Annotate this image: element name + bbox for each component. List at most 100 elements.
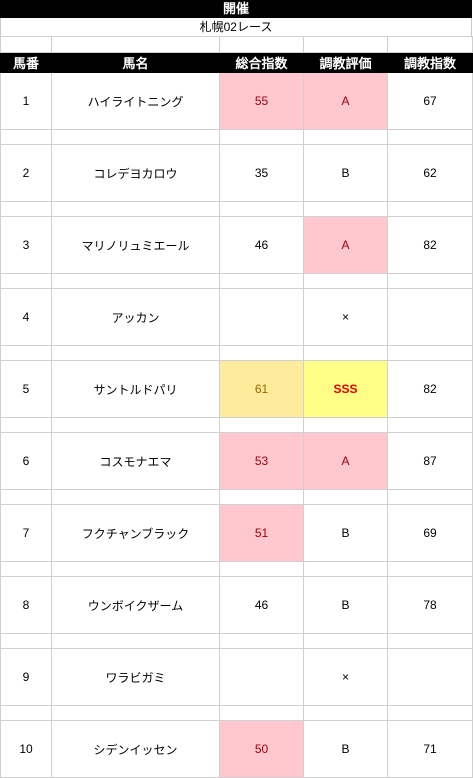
training-grade-cell[interactable]: × xyxy=(303,288,388,346)
training-index-cell[interactable]: 82 xyxy=(387,360,473,418)
table-header-row: 馬番 馬名 総合指数 調教評価 調教指数 xyxy=(0,52,473,73)
table-row: 5 サントルドパリ 61 SSS 82 xyxy=(0,360,473,418)
gap-cell xyxy=(51,273,220,289)
table-row: 2 コレデヨカロウ 35 B 62 xyxy=(0,144,473,202)
gap-cell xyxy=(219,417,304,433)
horse-name-cell[interactable]: フクチャンブラック xyxy=(51,504,220,562)
total-index-cell[interactable]: 53 xyxy=(219,432,304,490)
horse-number-cell[interactable]: 6 xyxy=(0,432,52,490)
gap-cell xyxy=(0,273,52,289)
training-index-cell[interactable]: 67 xyxy=(387,72,473,130)
gap-cell xyxy=(387,201,473,217)
row-gap xyxy=(0,561,473,577)
gap-cell xyxy=(387,345,473,361)
total-index-cell[interactable] xyxy=(219,648,304,706)
gap-cell xyxy=(303,633,388,649)
total-index-cell[interactable]: 51 xyxy=(219,504,304,562)
gap-cell xyxy=(51,417,220,433)
training-index-cell[interactable] xyxy=(387,288,473,346)
row-gap xyxy=(0,273,473,289)
horse-number-cell[interactable]: 8 xyxy=(0,576,52,634)
horse-name-cell[interactable]: コスモナエマ xyxy=(51,432,220,490)
training-grade-cell[interactable]: B xyxy=(303,720,388,778)
gap-cell xyxy=(387,561,473,577)
table-row: 7 フクチャンブラック 51 B 69 xyxy=(0,504,473,562)
table-row: 4 アッカン × xyxy=(0,288,473,346)
row-gap xyxy=(0,633,473,649)
total-index-cell[interactable] xyxy=(219,288,304,346)
horse-name-cell[interactable]: アッカン xyxy=(51,288,220,346)
gap-cell xyxy=(0,633,52,649)
gap-cell xyxy=(51,345,220,361)
gap-cell xyxy=(219,705,304,721)
training-grade-cell[interactable]: A xyxy=(303,216,388,274)
gap-cell xyxy=(51,489,220,505)
gap-cell xyxy=(219,561,304,577)
gap-cell xyxy=(303,705,388,721)
horse-number-cell[interactable]: 1 xyxy=(0,72,52,130)
gap-cell xyxy=(387,705,473,721)
horse-name-cell[interactable]: マリノリュミエール xyxy=(51,216,220,274)
total-index-cell[interactable]: 46 xyxy=(219,576,304,634)
row-gap xyxy=(0,489,473,505)
column-header-number: 馬番 xyxy=(0,52,52,73)
gap-cell xyxy=(51,561,220,577)
gap-cell xyxy=(303,561,388,577)
gap-cell xyxy=(219,633,304,649)
training-grade-cell[interactable]: × xyxy=(303,648,388,706)
total-index-cell[interactable]: 50 xyxy=(219,720,304,778)
gap-cell xyxy=(387,417,473,433)
training-index-cell[interactable]: 69 xyxy=(387,504,473,562)
gap-cell xyxy=(219,201,304,217)
training-index-cell[interactable]: 82 xyxy=(387,216,473,274)
gap-cell xyxy=(387,129,473,145)
row-gap xyxy=(0,705,473,721)
training-grade-cell[interactable]: A xyxy=(303,72,388,130)
training-index-cell[interactable] xyxy=(387,648,473,706)
horse-number-cell[interactable]: 10 xyxy=(0,720,52,778)
horse-name-cell[interactable]: コレデヨカロウ xyxy=(51,144,220,202)
gap-cell xyxy=(0,129,52,145)
training-grade-cell[interactable]: A xyxy=(303,432,388,490)
row-gap xyxy=(0,129,473,145)
horse-name-cell[interactable]: シデンイッセン xyxy=(51,720,220,778)
training-index-cell[interactable]: 71 xyxy=(387,720,473,778)
gap-cell xyxy=(0,561,52,577)
training-grade-cell[interactable]: SSS xyxy=(303,360,388,418)
horse-number-cell[interactable]: 9 xyxy=(0,648,52,706)
table-row: 8 ウンボイクザーム 46 B 78 xyxy=(0,576,473,634)
training-grade-cell[interactable]: B xyxy=(303,144,388,202)
horse-number-cell[interactable]: 2 xyxy=(0,144,52,202)
total-index-cell[interactable]: 55 xyxy=(219,72,304,130)
gap-cell xyxy=(387,489,473,505)
gap-cell xyxy=(51,129,220,145)
horse-number-cell[interactable]: 5 xyxy=(0,360,52,418)
training-index-cell[interactable]: 78 xyxy=(387,576,473,634)
column-header-grade: 調教評価 xyxy=(303,52,388,73)
gap-cell xyxy=(303,273,388,289)
horse-number-cell[interactable]: 4 xyxy=(0,288,52,346)
row-gap xyxy=(0,417,473,433)
table-row: 1 ハイライトニング 55 A 67 xyxy=(0,72,473,130)
total-index-cell[interactable]: 61 xyxy=(219,360,304,418)
horse-number-cell[interactable]: 3 xyxy=(0,216,52,274)
training-grade-cell[interactable]: B xyxy=(303,504,388,562)
horse-name-cell[interactable]: ワラビガミ xyxy=(51,648,220,706)
gap-cell xyxy=(0,705,52,721)
table-body: 1 ハイライトニング 55 A 67 2 コレデヨカロウ 35 B 62 3 マリノリュミエール 46 A… xyxy=(0,72,473,778)
horse-number-cell[interactable]: 7 xyxy=(0,504,52,562)
training-grade-cell[interactable]: B xyxy=(303,576,388,634)
table-row: 6 コスモナエマ 53 A 87 xyxy=(0,432,473,490)
gap-cell xyxy=(303,201,388,217)
total-index-cell[interactable]: 35 xyxy=(219,144,304,202)
horse-name-cell[interactable]: ウンボイクザーム xyxy=(51,576,220,634)
total-index-cell[interactable]: 46 xyxy=(219,216,304,274)
horse-name-cell[interactable]: サントルドパリ xyxy=(51,360,220,418)
page-title: 開催 xyxy=(0,0,472,18)
training-index-cell[interactable]: 87 xyxy=(387,432,473,490)
horse-name-cell[interactable]: ハイライトニング xyxy=(51,72,220,130)
training-index-cell[interactable]: 62 xyxy=(387,144,473,202)
gap-cell xyxy=(387,273,473,289)
gap-cell xyxy=(219,489,304,505)
